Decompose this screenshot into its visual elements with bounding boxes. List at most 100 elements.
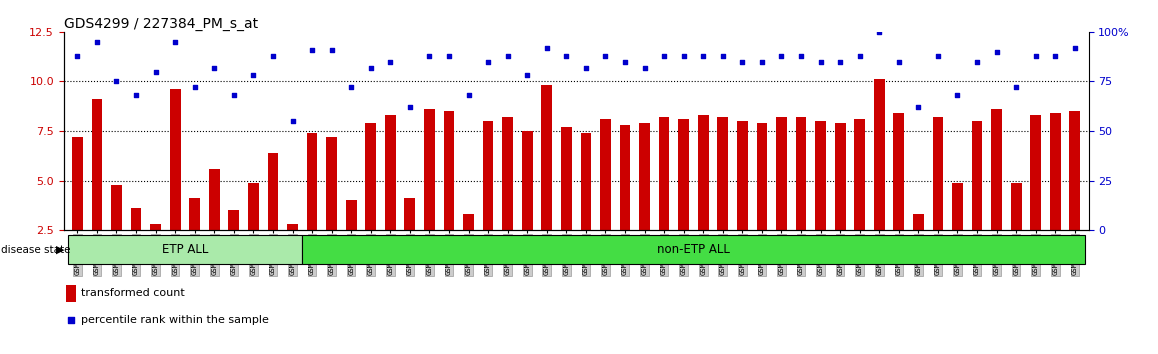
Point: [733, 59, 752, 64]
Bar: [190, 198, 200, 280]
Bar: [170, 89, 181, 280]
Point: [596, 53, 615, 58]
Point: [225, 92, 243, 98]
Point: [302, 47, 321, 52]
Point: [185, 85, 204, 90]
Bar: [424, 109, 434, 280]
Point: [577, 65, 595, 70]
Bar: [1050, 113, 1061, 280]
Point: [498, 53, 516, 58]
Point: [753, 59, 771, 64]
Point: [772, 53, 791, 58]
Bar: [796, 117, 806, 280]
Point: [381, 59, 400, 64]
Point: [88, 39, 107, 45]
Bar: [698, 115, 709, 280]
Point: [831, 59, 850, 64]
Bar: [913, 214, 924, 280]
Text: non-ETP ALL: non-ETP ALL: [657, 243, 730, 256]
Bar: [327, 137, 337, 280]
Bar: [991, 109, 1002, 280]
Point: [792, 53, 811, 58]
Text: ▶: ▶: [56, 245, 64, 255]
Point: [146, 69, 164, 74]
Bar: [503, 117, 513, 280]
Bar: [463, 214, 474, 280]
Point: [1026, 53, 1045, 58]
Point: [988, 49, 1006, 55]
Bar: [404, 198, 416, 280]
Bar: [444, 111, 454, 280]
Bar: [659, 117, 669, 280]
Point: [870, 29, 888, 35]
Bar: [815, 121, 826, 280]
Point: [205, 65, 223, 70]
Point: [968, 59, 987, 64]
Point: [655, 53, 674, 58]
Bar: [639, 123, 650, 280]
Bar: [111, 184, 122, 280]
Bar: [620, 125, 630, 280]
Point: [1046, 53, 1064, 58]
Bar: [208, 169, 220, 280]
Bar: [874, 79, 885, 280]
Bar: [972, 121, 982, 280]
Point: [166, 39, 184, 45]
Point: [478, 59, 497, 64]
Point: [909, 104, 928, 110]
Bar: [952, 183, 962, 280]
Bar: [776, 117, 786, 280]
Bar: [522, 131, 533, 280]
Bar: [72, 137, 82, 280]
Text: ETP ALL: ETP ALL: [162, 243, 208, 256]
Point: [1065, 45, 1084, 51]
Point: [284, 118, 302, 124]
Point: [108, 79, 126, 84]
Point: [850, 53, 868, 58]
Point: [713, 53, 732, 58]
FancyBboxPatch shape: [302, 235, 1085, 264]
Bar: [1031, 115, 1041, 280]
Point: [1007, 85, 1026, 90]
Point: [948, 92, 967, 98]
Bar: [483, 121, 493, 280]
Bar: [307, 133, 317, 280]
Bar: [718, 117, 728, 280]
Bar: [287, 224, 298, 280]
Point: [401, 104, 419, 110]
Point: [342, 85, 360, 90]
Bar: [228, 210, 240, 280]
Bar: [1011, 183, 1021, 280]
Text: GDS4299 / 227384_PM_s_at: GDS4299 / 227384_PM_s_at: [64, 17, 258, 31]
Point: [518, 73, 536, 78]
Point: [674, 53, 692, 58]
Bar: [560, 127, 572, 280]
Point: [420, 53, 439, 58]
Point: [537, 45, 556, 51]
Point: [361, 65, 380, 70]
Bar: [542, 85, 552, 280]
Text: disease state: disease state: [1, 245, 71, 255]
Point: [636, 65, 654, 70]
Point: [929, 53, 947, 58]
Bar: [267, 153, 278, 280]
Bar: [736, 121, 748, 280]
Point: [264, 53, 283, 58]
Bar: [91, 99, 102, 280]
Point: [440, 53, 459, 58]
Bar: [384, 115, 396, 280]
Bar: [346, 200, 357, 280]
Point: [126, 92, 145, 98]
Point: [244, 73, 263, 78]
Bar: [248, 183, 258, 280]
Bar: [932, 117, 944, 280]
Point: [322, 47, 340, 52]
Bar: [600, 119, 610, 280]
Bar: [151, 224, 161, 280]
Point: [694, 53, 712, 58]
Bar: [756, 123, 768, 280]
Text: transformed count: transformed count: [81, 288, 185, 298]
Bar: [131, 208, 141, 280]
Bar: [855, 119, 865, 280]
Bar: [366, 123, 376, 280]
